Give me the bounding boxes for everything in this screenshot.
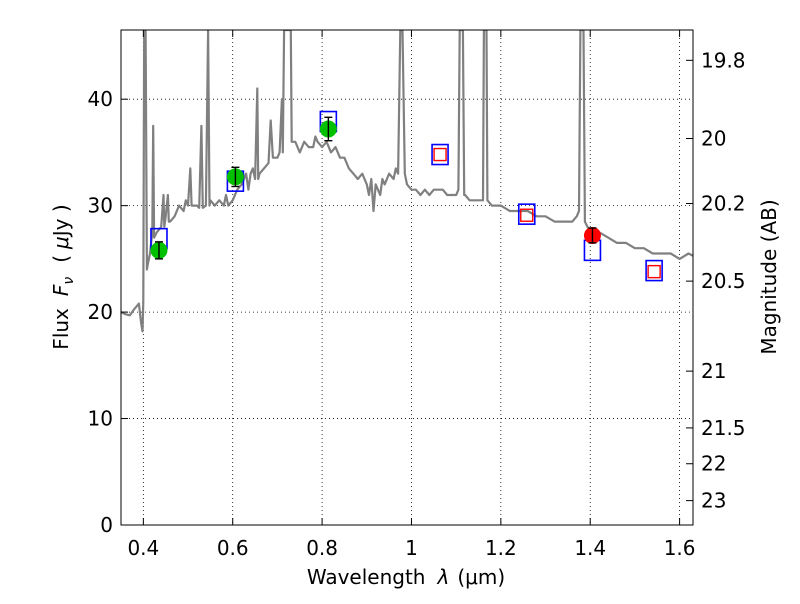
magnitude-axis-label: Magnitude (AB) bbox=[757, 199, 781, 354]
plot-frame bbox=[120, 29, 694, 526]
axis-ticks: 0.4 0.6 0.8 1 1.2 1.4 1.6 0 10 20 30 40 19.8 20 20.2 20… bbox=[88, 30, 746, 560]
data-markers bbox=[150, 110, 663, 282]
predicted-square bbox=[520, 208, 534, 222]
model-spectrum-line bbox=[121, 30, 693, 333]
x-tick-label: 1 bbox=[405, 536, 418, 560]
magnitude-tick-label: 20.5 bbox=[701, 269, 746, 293]
magnitude-tick-label: 19.8 bbox=[701, 48, 746, 72]
predicted-square bbox=[433, 147, 447, 162]
x-tick-label: 1.2 bbox=[485, 536, 517, 560]
magnitude-tick-label: 21 bbox=[701, 359, 726, 383]
magnitude-tick-label: 20 bbox=[701, 126, 726, 150]
model-photometry-square bbox=[645, 259, 663, 282]
y-tick-label: 20 bbox=[88, 300, 113, 324]
magnitude-tick-label: 23 bbox=[701, 489, 726, 513]
model-photometry-square bbox=[431, 143, 449, 166]
x-tick-label: 0.8 bbox=[306, 536, 338, 560]
y-tick-label: 30 bbox=[88, 194, 113, 218]
magnitude-tick-label: 21.5 bbox=[701, 416, 746, 440]
magnitude-tick-label: 22 bbox=[701, 452, 726, 476]
y-tick-label: 40 bbox=[88, 87, 113, 111]
y-tick-label: 10 bbox=[88, 407, 113, 431]
x-tick-label: 1.6 bbox=[664, 536, 696, 560]
x-tick-label: 0.4 bbox=[127, 536, 159, 560]
x-tick-label: 1.4 bbox=[574, 536, 606, 560]
x-tick-label: 0.6 bbox=[217, 536, 249, 560]
y-axis-label: FluxFν(μJy ) bbox=[49, 204, 77, 349]
y-tick-label: 0 bbox=[100, 513, 113, 537]
magnitude-tick-label: 20.2 bbox=[701, 192, 746, 216]
x-axis-label: Wavelength λ (μm) bbox=[307, 565, 505, 589]
model-photometry-square bbox=[517, 203, 536, 225]
model-spectrum-layer bbox=[121, 30, 693, 333]
predicted-square bbox=[647, 264, 661, 279]
